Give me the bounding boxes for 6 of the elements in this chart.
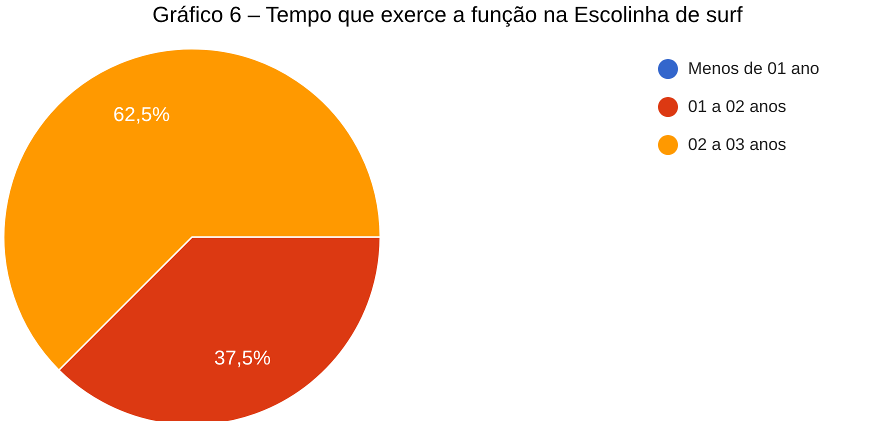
legend-label: 01 a 02 anos	[688, 97, 786, 117]
data-label: 37,5%	[214, 347, 271, 370]
chart-title: Gráfico 6 – Tempo que exerce a função na Escolinha de surf	[151, 2, 744, 28]
legend-label: Menos de 01 ano	[688, 59, 820, 79]
legend-label: 02 a 03 anos	[688, 135, 786, 155]
data-label: 62,5%	[113, 104, 170, 126]
